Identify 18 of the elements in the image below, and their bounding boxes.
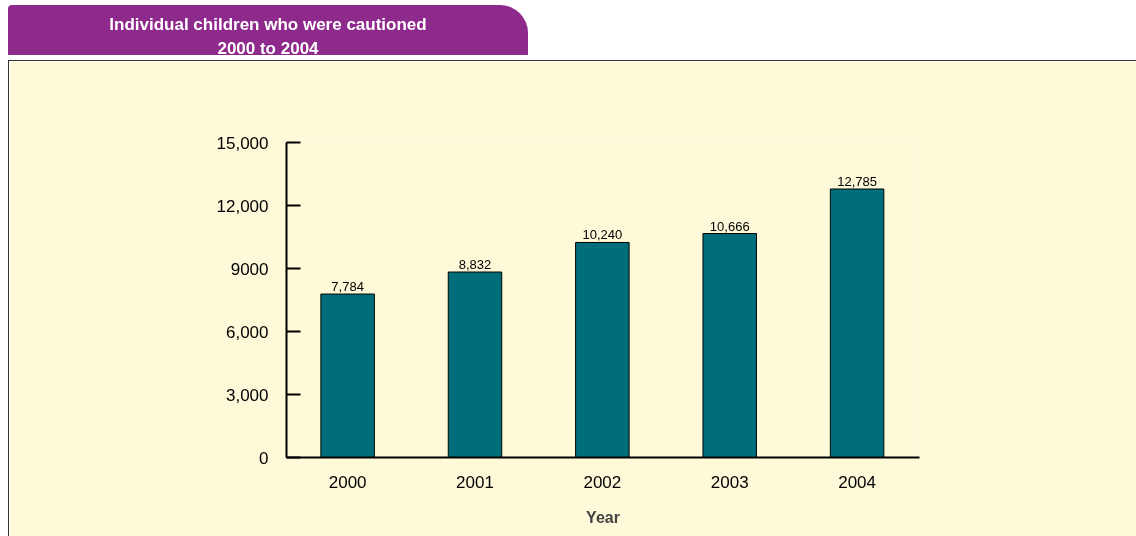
x-tick-label: 2001 xyxy=(456,472,494,492)
y-tick-label: 12,000 xyxy=(216,196,269,216)
x-tick-label: 2000 xyxy=(328,472,367,492)
y-tick-label: 9000 xyxy=(230,259,269,279)
y-tick-label: 6,000 xyxy=(225,322,269,342)
data-label: 8,832 xyxy=(458,257,492,273)
data-label: 7,784 xyxy=(331,279,364,295)
x-tick-label: 2003 xyxy=(710,472,749,492)
data-label: 12,785 xyxy=(837,174,877,190)
y-tick-label: 15,000 xyxy=(216,133,269,153)
x-axis-title: Year xyxy=(586,508,620,526)
data-label: 10,240 xyxy=(582,227,623,243)
y-tick-label: 3,000 xyxy=(225,385,269,405)
y-tick-label: 0 xyxy=(259,448,269,468)
x-tick-label: 2002 xyxy=(583,472,622,492)
x-tick-label: 2004 xyxy=(838,472,877,492)
data-label: 10,666 xyxy=(709,218,750,234)
chart-title: Individual children who were cautioned 2000 to 2004 xyxy=(109,14,427,61)
